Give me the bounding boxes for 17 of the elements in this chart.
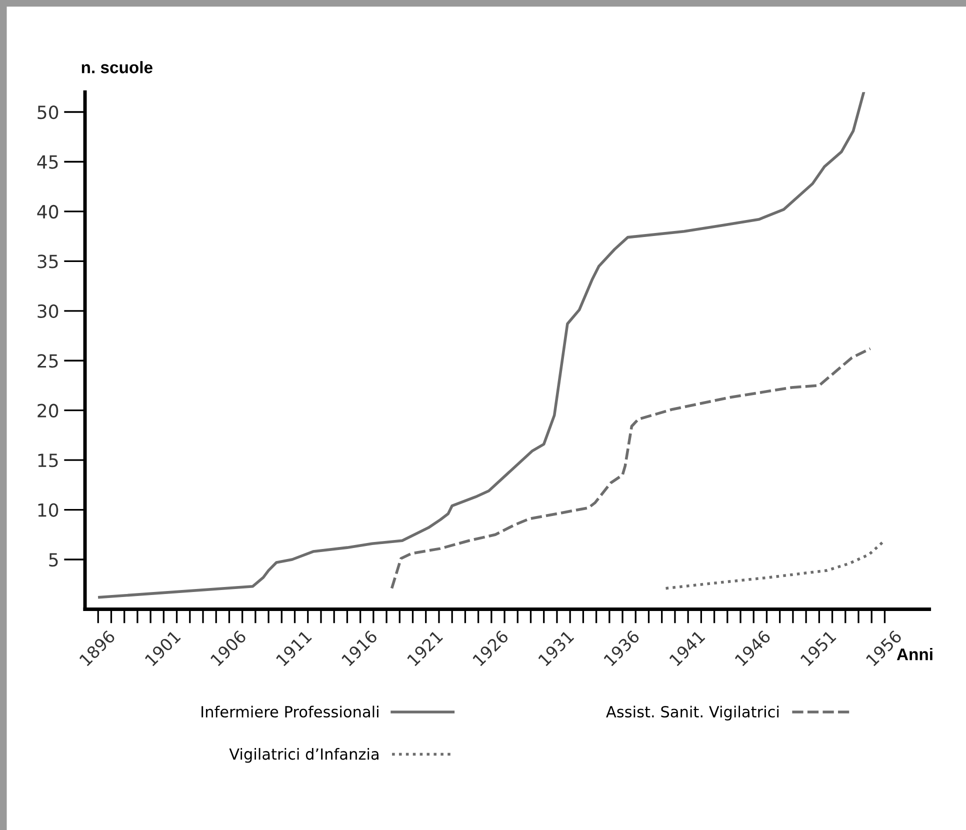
y-tick-label: 45 [37,155,58,169]
y-tick-label: 5 [49,553,58,567]
line-series [390,347,872,590]
line-series [664,540,885,590]
legend-label: Assist. Sanit. Vigilatrici [606,706,779,720]
y-tick-label: 30 [38,304,58,318]
legend-label: Vigilatrici d’Infanzia [229,748,378,763]
legend-label: Infermiere Professionali [202,706,378,718]
y-tick-label: 15 [38,454,58,468]
y-axis-title: n. scuole [82,61,152,74]
y-tick-label: 20 [38,404,58,418]
y-tick-label: 40 [37,204,58,219]
y-tick-label: 50 [38,105,58,120]
line-series [98,92,866,599]
y-tick-label: 25 [38,354,58,368]
y-tick-label: 10 [38,503,58,517]
y-tick-label: 35 [38,254,58,268]
